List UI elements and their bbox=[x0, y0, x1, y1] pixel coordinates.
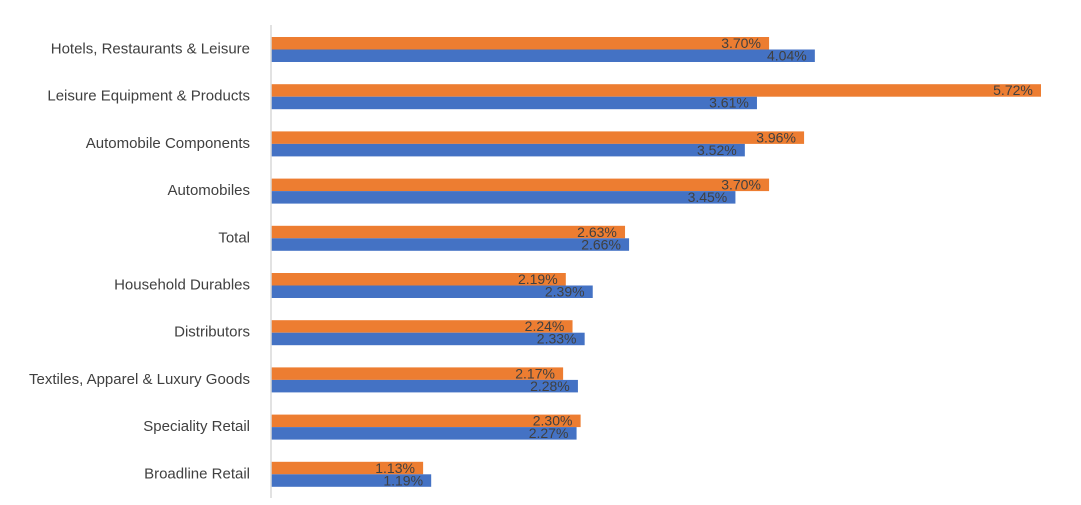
category-label: Automobile Components bbox=[86, 135, 250, 152]
bar-series-1 bbox=[271, 178, 770, 192]
data-label-series-1: 2.24% bbox=[525, 318, 565, 334]
category-label: Total bbox=[218, 229, 250, 246]
data-label-series-2: 3.61% bbox=[709, 95, 749, 111]
data-label-series-2: 2.66% bbox=[581, 236, 621, 252]
data-label-series-2: 2.33% bbox=[537, 331, 577, 347]
bar-series-2 bbox=[271, 285, 593, 298]
data-label-series-2: 3.52% bbox=[697, 142, 737, 158]
bar-series-1 bbox=[271, 414, 581, 428]
data-label-series-1: 3.70% bbox=[721, 35, 761, 51]
category-label: Distributors bbox=[174, 324, 250, 341]
bar-series-1 bbox=[271, 273, 566, 286]
bar-series-1 bbox=[271, 461, 424, 475]
data-label-series-2: 2.39% bbox=[545, 283, 585, 299]
category-label: Automobiles bbox=[167, 182, 250, 199]
data-label-series-1: 3.96% bbox=[756, 129, 796, 145]
bar-series-2 bbox=[271, 427, 577, 440]
bar-series-1 bbox=[271, 37, 770, 50]
bar-series-2 bbox=[271, 332, 585, 346]
category-labels: Hotels, Restaurants & Leisure Leisure Equ… bbox=[29, 40, 250, 482]
data-labels: 3.70%4.04%5.72%3.61%3.96%3.52%3.70%3.45%… bbox=[375, 35, 1033, 488]
category-label: Leisure Equipment & Products bbox=[47, 88, 250, 105]
data-label-series-1: 2.19% bbox=[518, 271, 558, 287]
bar-series-1 bbox=[271, 131, 805, 144]
bar-series-1 bbox=[271, 367, 564, 380]
category-label: Textiles, Apparel & Luxury Goods bbox=[29, 371, 250, 388]
data-label-series-1: 3.70% bbox=[721, 177, 761, 193]
data-label-series-1: 1.13% bbox=[375, 460, 415, 476]
bar-group bbox=[271, 37, 1041, 487]
bar-series-2 bbox=[271, 474, 432, 487]
data-label-series-1: 2.17% bbox=[515, 365, 555, 381]
data-label-series-1: 2.63% bbox=[577, 224, 617, 240]
bar-series-2 bbox=[271, 143, 745, 157]
bar-series-2 bbox=[271, 49, 815, 62]
category-label: Speciality Retail bbox=[143, 418, 250, 435]
bar-series-2 bbox=[271, 96, 757, 110]
bar-series-1 bbox=[271, 84, 1041, 97]
bar-series-2 bbox=[271, 379, 578, 393]
category-label: Hotels, Restaurants & Leisure bbox=[51, 40, 250, 57]
category-label: Broadline Retail bbox=[144, 465, 250, 482]
data-label-series-1: 5.72% bbox=[993, 82, 1033, 98]
data-label-series-2: 1.19% bbox=[383, 472, 423, 488]
bar-series-1 bbox=[271, 320, 573, 333]
category-label: Household Durables bbox=[114, 276, 250, 293]
data-label-series-1: 2.30% bbox=[533, 413, 573, 429]
bar-series-1 bbox=[271, 225, 626, 239]
data-label-series-2: 3.45% bbox=[688, 189, 728, 205]
bar-series-2 bbox=[271, 238, 630, 251]
data-label-series-2: 2.27% bbox=[529, 425, 569, 441]
bar-series-2 bbox=[271, 191, 736, 204]
data-label-series-2: 4.04% bbox=[767, 47, 807, 63]
data-label-series-2: 2.28% bbox=[530, 378, 570, 394]
